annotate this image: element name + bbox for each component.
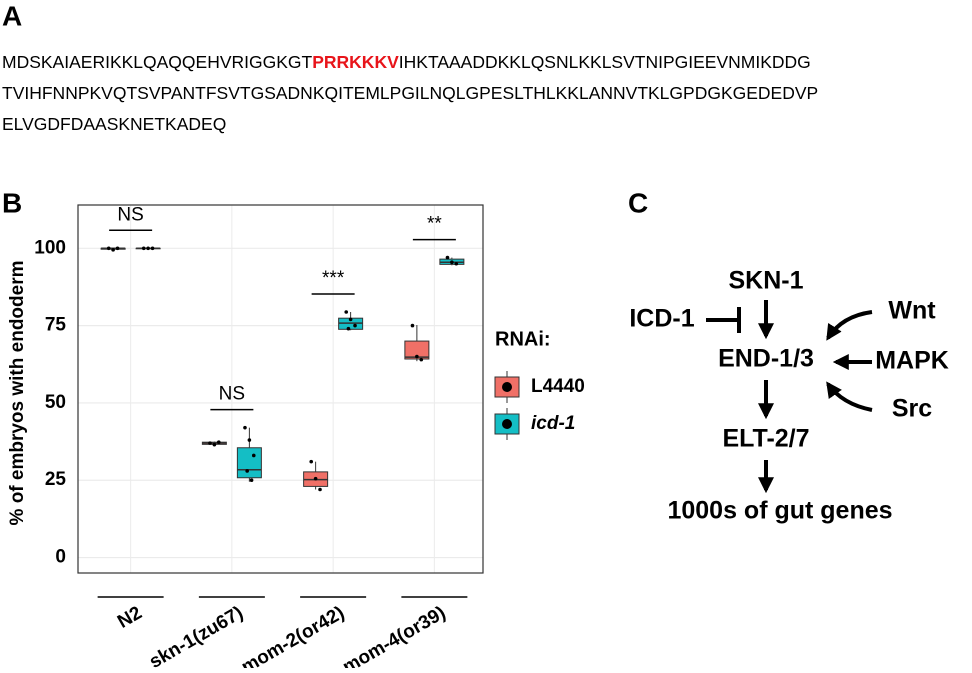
y-tick-label: 25	[45, 469, 67, 490]
box	[404, 340, 430, 360]
data-point	[146, 246, 150, 251]
data-point	[415, 354, 419, 359]
y-tick-label: 75	[45, 315, 67, 336]
arrow	[826, 310, 873, 341]
plot-background	[78, 205, 483, 573]
sequence-line: MDSKAIAERIKKLQAQQEHVRIGGKGTPRRKKKVIHKTAA…	[2, 52, 811, 72]
legend-label: icd-1	[531, 413, 575, 434]
sequence-segment: IHKTAAADDKKLQSNLKKLSVTNIPGIEEVNMIKDDG	[399, 52, 811, 72]
node: Wnt	[888, 297, 936, 325]
data-point	[410, 323, 415, 328]
y-axis-label: % of embryos with endoderm	[7, 261, 28, 526]
data-point	[454, 261, 459, 266]
data-point	[212, 442, 217, 447]
data-point	[313, 476, 318, 481]
data-point	[150, 246, 155, 251]
panel-label: A	[2, 0, 22, 31]
data-point	[243, 425, 247, 430]
node: 1000s of gut genes	[667, 497, 892, 525]
y-tick-label: 50	[45, 392, 66, 413]
data-point	[346, 326, 351, 331]
significance-label: **	[427, 214, 442, 235]
sequence-segment: ELVGDFDAASKNETKADEQ	[2, 114, 226, 134]
x-tick-label: skn-1(zu67)	[146, 602, 247, 668]
data-point	[249, 478, 254, 483]
significance-label: NS	[117, 204, 143, 225]
legend-dot	[502, 419, 512, 429]
panel-label: C	[628, 187, 648, 218]
data-point	[309, 459, 314, 464]
data-point	[247, 438, 252, 442]
node: END-1/3	[718, 345, 814, 373]
data-point	[445, 255, 450, 260]
sequence-segment: TVIHFNNPKVQTSVPANTFSVTGSADNKQITEMLPGILNQ…	[2, 83, 818, 103]
y-tick-label: 100	[34, 237, 66, 258]
significance-label: NS	[219, 384, 245, 405]
legend-label: L4440	[531, 376, 585, 397]
x-tick-label: mom-4(or39)	[339, 602, 449, 668]
data-point	[450, 260, 454, 265]
sequence-line: ELVGDFDAASKNETKADEQ	[2, 114, 226, 134]
data-point	[419, 357, 424, 362]
significance-label: ***	[322, 268, 345, 289]
arrow	[826, 381, 873, 412]
data-point	[141, 246, 146, 251]
data-point	[111, 248, 115, 252]
data-point	[115, 246, 120, 251]
sequence-segment: MDSKAIAERIKKLQAQQEHVRIGGKGT	[2, 52, 313, 72]
data-point	[348, 317, 353, 322]
node: MAPK	[875, 347, 949, 375]
node: SKN-1	[728, 267, 803, 295]
sequence-line: TVIHFNNPKVQTSVPANTFSVTGSADNKQITEMLPGILNQ…	[2, 83, 818, 103]
node: Src	[892, 395, 932, 423]
node: ICD-1	[629, 305, 694, 333]
data-point	[208, 441, 212, 445]
data-point	[245, 469, 249, 473]
legend-dot	[502, 382, 512, 392]
x-tick-label: mom-2(or42)	[238, 602, 348, 668]
x-tick-label: N2	[114, 602, 146, 632]
data-point	[216, 440, 221, 444]
panel-label: B	[2, 187, 22, 218]
arrows	[706, 300, 873, 494]
boxplot: 0 25 50 75 100 N2 skn-1(zu67)mom-2(or42)mom-4(…	[7, 204, 585, 673]
data-point	[251, 453, 256, 458]
y-tick-label: 0	[55, 547, 66, 568]
data-point	[353, 323, 357, 328]
data-point	[106, 246, 111, 251]
nls-segment: PRRKKKV	[312, 52, 399, 72]
box	[236, 447, 262, 479]
node: ELT-2/7	[722, 425, 809, 453]
data-point	[318, 487, 322, 492]
legend-title: RNAi:	[495, 328, 551, 350]
data-point	[344, 310, 349, 314]
plot-border	[77, 204, 484, 574]
